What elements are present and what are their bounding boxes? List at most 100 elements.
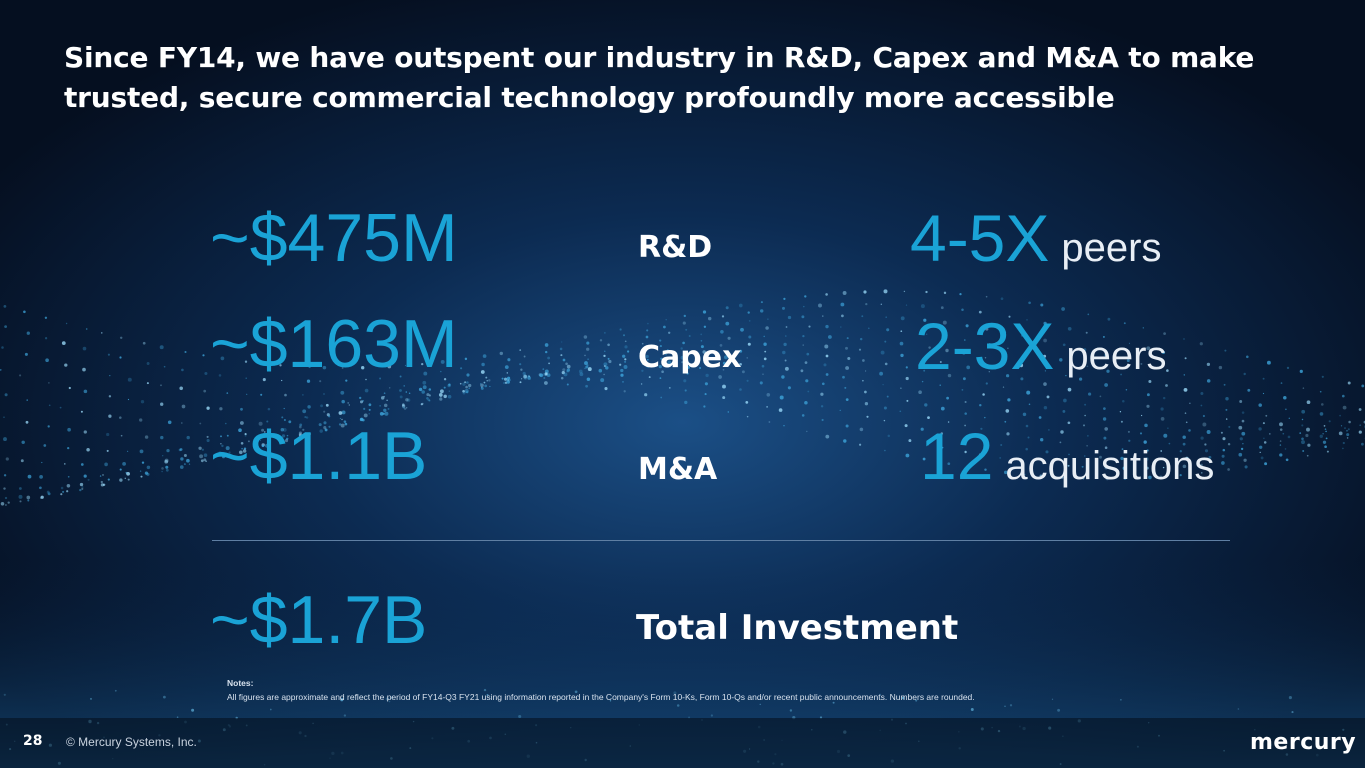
- particle-dot: [704, 393, 707, 396]
- particle-dot: [7, 501, 10, 504]
- particle-dot: [519, 381, 522, 384]
- particle-dot: [279, 364, 282, 367]
- particle-dot: [1301, 409, 1306, 414]
- particle-dot: [622, 381, 624, 383]
- particle-dot: [925, 290, 928, 294]
- particle-dot: [428, 394, 431, 397]
- capex-comparison-number: 2-3X: [915, 309, 1055, 383]
- particle-dot: [883, 419, 886, 422]
- particle-dot: [1221, 454, 1225, 458]
- particle-dot: [1227, 442, 1231, 446]
- particle-dot: [4, 393, 8, 397]
- particle-dot: [660, 357, 663, 361]
- particle-dot: [108, 395, 112, 398]
- particle-dot: [79, 482, 84, 487]
- particle-dot: [964, 424, 966, 427]
- particle-dot: [561, 341, 563, 343]
- particle-dot: [804, 295, 807, 298]
- particle-dot: [946, 396, 949, 400]
- particle-dot: [984, 416, 986, 419]
- particle-dot: [964, 400, 967, 404]
- particle-dot: [483, 688, 487, 692]
- particle-dot: [1324, 445, 1327, 449]
- particle-dot: [623, 334, 625, 337]
- particle-dot: [0, 502, 5, 506]
- particle-dot: [1068, 453, 1070, 456]
- particle-dot: [787, 315, 792, 320]
- particle-dot: [825, 354, 829, 358]
- particle-dot: [67, 446, 70, 450]
- particle-dot: [440, 370, 442, 373]
- particle-dot: [784, 366, 789, 371]
- particle-dot: [127, 377, 132, 382]
- particle-dot: [1262, 377, 1265, 380]
- particle-dot: [244, 433, 247, 436]
- particle-dot: [940, 432, 944, 435]
- particle-dot: [1225, 418, 1228, 420]
- particle-dot: [607, 343, 610, 347]
- particle-dot: [900, 316, 905, 321]
- particle-dot: [846, 337, 849, 340]
- particle-dot: [1044, 370, 1047, 372]
- particle-dot: [323, 426, 327, 430]
- particle-dot: [1188, 429, 1191, 432]
- particle-dot: [122, 462, 126, 466]
- particle-dot: [1342, 405, 1347, 410]
- particle-dot: [868, 327, 870, 330]
- particle-dot: [644, 393, 648, 397]
- particle-dot: [379, 377, 382, 380]
- particle-dot: [81, 486, 84, 489]
- particle-dot: [1201, 472, 1203, 474]
- particle-dot: [460, 367, 463, 370]
- particle-dot: [363, 413, 368, 418]
- particle-dot: [922, 457, 926, 461]
- particle-dot: [680, 355, 685, 360]
- particle-dot: [1361, 384, 1365, 388]
- particle-dot: [684, 400, 688, 405]
- particle-dot: [574, 690, 578, 694]
- particle-dot: [624, 358, 627, 361]
- particle-dot: [188, 463, 191, 465]
- particle-dot: [1028, 403, 1031, 406]
- particle-dot: [1285, 458, 1289, 462]
- particle-dot: [865, 370, 867, 372]
- particle-dot: [1285, 408, 1287, 411]
- particle-dot: [767, 318, 769, 320]
- particle-dot: [700, 345, 704, 349]
- particle-dot: [845, 398, 849, 401]
- particle-dot: [1146, 404, 1150, 408]
- particle-dot: [778, 408, 783, 412]
- particle-dot: [46, 490, 50, 494]
- particle-dot: [218, 451, 222, 456]
- particle-dot: [244, 434, 247, 437]
- particle-dot: [387, 407, 390, 410]
- particle-dot: [1163, 433, 1168, 438]
- particle-dot: [967, 466, 970, 468]
- particle-dot: [341, 399, 345, 404]
- particle-dot: [1104, 446, 1108, 449]
- particle-dot: [1106, 369, 1110, 373]
- particle-dot: [1120, 373, 1123, 376]
- particle-dot: [262, 378, 266, 382]
- particle-dot: [320, 404, 324, 408]
- particle-dot: [220, 435, 222, 438]
- particle-dot: [539, 373, 544, 378]
- particle-dot: [586, 347, 590, 351]
- particle-dot: [481, 386, 483, 389]
- particle-dot: [1279, 453, 1283, 457]
- particle-dot: [404, 364, 407, 367]
- particle-dot: [1006, 432, 1010, 436]
- particle-dot: [781, 375, 785, 379]
- particle-dot: [785, 335, 787, 337]
- particle-dot: [221, 444, 224, 448]
- particle-dot: [140, 475, 143, 478]
- particle-dot: [565, 362, 568, 366]
- particle-dot: [406, 407, 408, 409]
- particle-dot: [127, 398, 130, 401]
- particle-dot: [624, 360, 627, 363]
- particle-dot: [722, 361, 726, 365]
- particle-dot: [228, 451, 231, 454]
- particle-dot: [880, 350, 885, 355]
- particle-dot: [560, 697, 562, 700]
- particle-dot: [1263, 441, 1267, 444]
